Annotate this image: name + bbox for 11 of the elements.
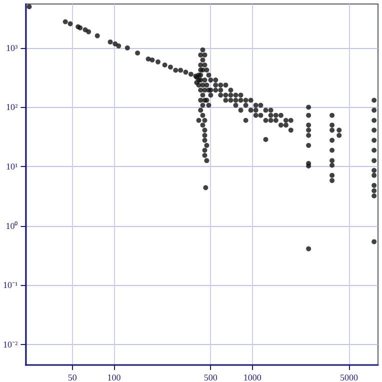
y-tick-label: 10¹: [6, 162, 18, 172]
x-tick-label: 100: [107, 372, 122, 382]
x-tick-label: 50: [68, 372, 78, 382]
x-tick-label: 1000: [243, 372, 262, 382]
x-tick-label: 5000: [340, 372, 359, 382]
y-tick-label: 10⁰: [6, 220, 18, 231]
y-tick-label: 10²: [6, 102, 18, 112]
y-tick-label: 10⁻²: [2, 339, 18, 350]
y-tick-label: 10³: [6, 42, 18, 53]
y-tick-label: 10⁻¹: [2, 280, 18, 290]
x-tick-label: 500: [204, 372, 218, 382]
